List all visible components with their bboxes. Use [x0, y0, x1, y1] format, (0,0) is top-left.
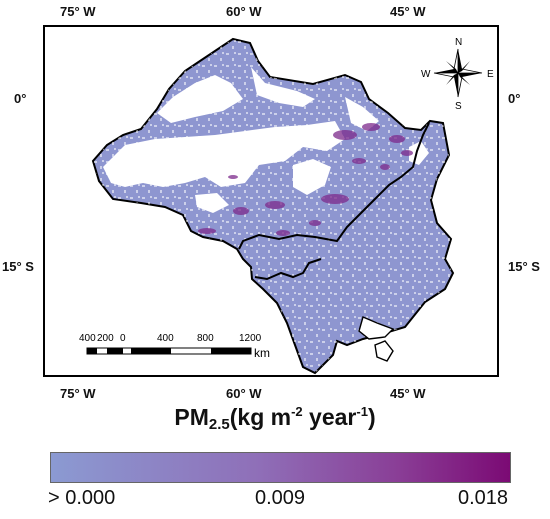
compass-w-label: W: [421, 69, 431, 80]
legend-title-exponent-1: -2: [291, 404, 303, 419]
legend-title-main: PM: [174, 404, 209, 430]
scale-label-400-left: 400: [79, 333, 96, 344]
scale-label-1200: 1200: [239, 333, 262, 344]
lat-label-right-0: 0°: [508, 91, 521, 106]
lat-label-left-15s: 15° S: [2, 259, 34, 274]
map-frame: N S E W 400 200 0 400 800 1200 km: [43, 25, 499, 377]
compass-e-label: E: [487, 69, 494, 80]
legend-tick-min: > 0.000: [48, 487, 116, 509]
lat-label-right-15s: 15° S: [508, 259, 540, 274]
map-canvas: N S E W 400 200 0 400 800 1200 km: [79, 37, 494, 375]
scale-label-200: 200: [97, 333, 114, 344]
compass-s-label: S: [455, 101, 462, 112]
lon-label-top-45w: 45° W: [390, 4, 426, 19]
compass-rose: N S E W: [421, 37, 494, 112]
scale-label-400: 400: [157, 333, 174, 344]
lat-label-left-0: 0°: [14, 91, 27, 106]
legend-title-unit-close: ): [367, 404, 376, 430]
legend-title-unit-mid: year: [302, 404, 357, 430]
internal-boundaries: [238, 122, 430, 281]
legend-tick-mid: 0.009: [255, 487, 306, 509]
lon-label-bottom-60w: 60° W: [226, 386, 262, 401]
lon-label-bottom-75w: 75° W: [60, 386, 96, 401]
lon-label-top-60w: 60° W: [226, 4, 262, 19]
scale-label-0: 0: [120, 333, 126, 344]
scale-unit-label: km: [254, 346, 270, 360]
lon-label-top-75w: 75° W: [60, 4, 96, 19]
legend-tick-max: 0.018: [458, 487, 509, 509]
legend-colorbar: [50, 452, 511, 483]
scale-bar: 400 200 0 400 800 1200 km: [79, 333, 270, 360]
legend-title-unit-open: (kg m: [229, 404, 292, 430]
pm-hotspots: [198, 123, 413, 236]
lon-label-bottom-45w: 45° W: [390, 386, 426, 401]
compass-n-label: N: [455, 37, 462, 48]
scale-label-800: 800: [197, 333, 214, 344]
legend-title-subscript: 2.5: [208, 416, 230, 433]
legend-title-exponent-2: -1: [356, 404, 368, 419]
southern-features: [358, 316, 395, 362]
legend-title: PM2.5(kg m-2 year-1): [0, 404, 550, 433]
